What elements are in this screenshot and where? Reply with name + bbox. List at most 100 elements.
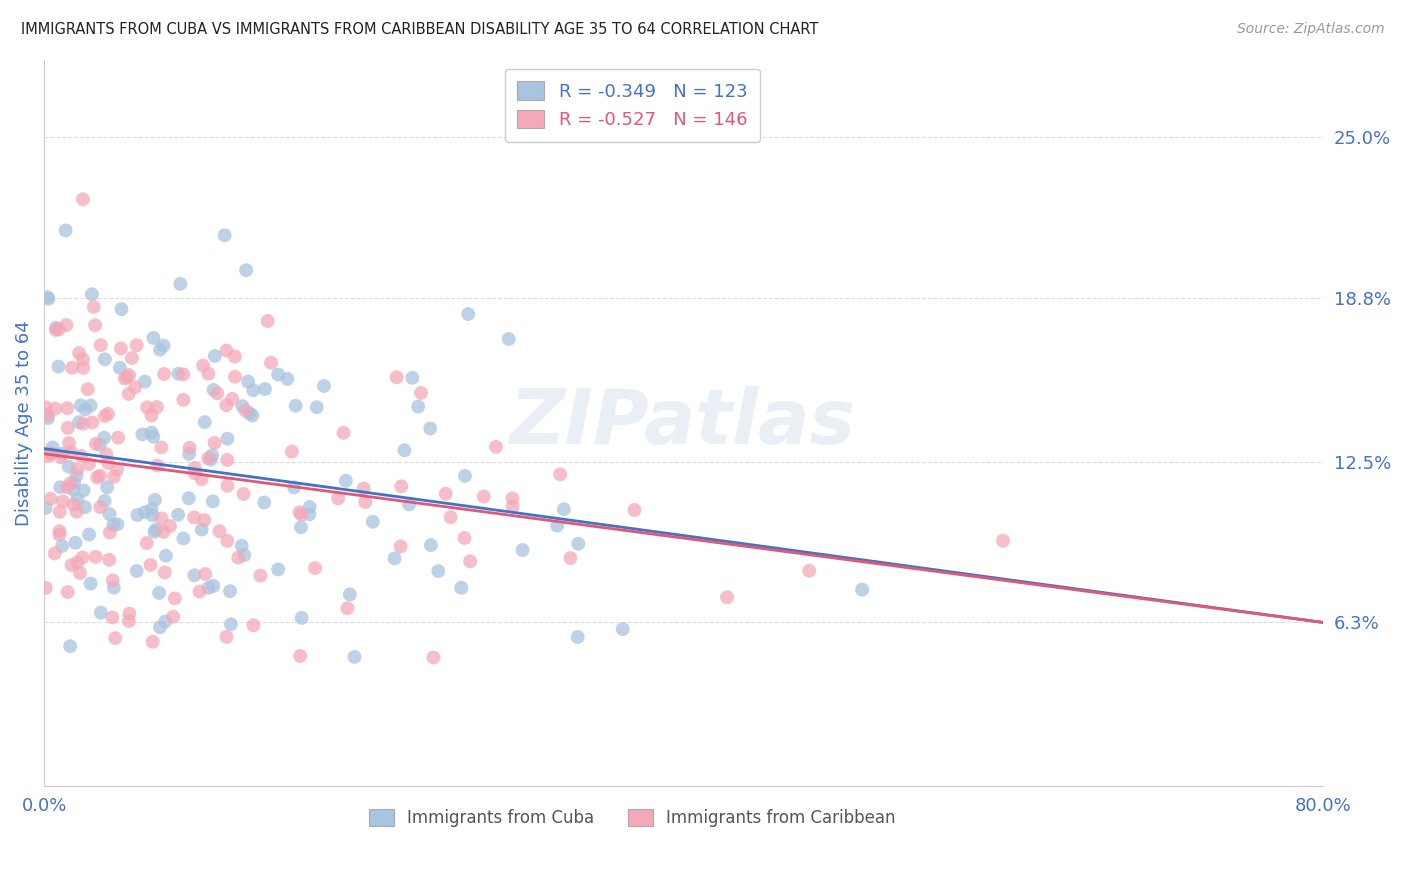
Point <box>298 500 321 514</box>
Point <box>134 375 156 389</box>
Point <box>799 564 821 578</box>
Point <box>98 507 121 521</box>
Point <box>716 591 738 605</box>
Point <box>118 387 141 401</box>
Point <box>312 379 335 393</box>
Point <box>215 398 238 412</box>
Point <box>217 432 239 446</box>
Point <box>201 448 224 462</box>
Point <box>89 468 111 483</box>
Point <box>94 352 117 367</box>
Point <box>118 368 141 383</box>
Point <box>51 539 73 553</box>
Point <box>242 618 264 632</box>
Point <box>84 549 107 564</box>
Point <box>851 582 873 597</box>
Point <box>101 610 124 624</box>
Point <box>188 584 211 599</box>
Point <box>39 446 62 460</box>
Point <box>260 356 283 370</box>
Point <box>124 380 146 394</box>
Point <box>90 606 112 620</box>
Point <box>118 614 141 628</box>
Point <box>548 467 571 482</box>
Point <box>281 444 304 458</box>
Point <box>72 352 94 367</box>
Point <box>146 458 169 473</box>
Point <box>110 342 132 356</box>
Point <box>389 479 412 493</box>
Point <box>236 375 259 389</box>
Point <box>73 500 96 515</box>
Point <box>37 411 59 425</box>
Point <box>332 425 354 440</box>
Point <box>398 498 420 512</box>
Point <box>65 505 87 519</box>
Point <box>105 462 128 476</box>
Point <box>183 510 205 524</box>
Point <box>94 409 117 423</box>
Point <box>103 470 125 484</box>
Point <box>39 491 62 506</box>
Point <box>224 369 246 384</box>
Point <box>37 290 59 304</box>
Point <box>149 620 172 634</box>
Point <box>49 480 72 494</box>
Point <box>267 368 290 382</box>
Point <box>96 447 118 461</box>
Point <box>202 383 225 397</box>
Point <box>98 525 121 540</box>
Point <box>114 371 136 385</box>
Point <box>202 579 225 593</box>
Point <box>193 513 215 527</box>
Point <box>253 495 276 509</box>
Point <box>125 564 148 578</box>
Point <box>201 494 224 508</box>
Point <box>288 648 311 663</box>
Point <box>141 502 163 516</box>
Point <box>72 360 94 375</box>
Point <box>183 460 205 475</box>
Point <box>58 459 80 474</box>
Legend: Immigrants from Cuba, Immigrants from Caribbean: Immigrants from Cuba, Immigrants from Ca… <box>360 801 904 836</box>
Point <box>82 416 104 430</box>
Text: ZIPatlas: ZIPatlas <box>510 385 856 459</box>
Point <box>127 508 149 522</box>
Point <box>59 476 82 491</box>
Point <box>458 554 481 568</box>
Point <box>105 517 128 532</box>
Point <box>991 533 1014 548</box>
Point <box>103 581 125 595</box>
Point <box>70 449 93 463</box>
Point <box>183 466 205 480</box>
Point <box>215 343 238 358</box>
Point <box>44 401 66 416</box>
Y-axis label: Disability Age 35 to 64: Disability Age 35 to 64 <box>15 320 32 525</box>
Point <box>110 302 132 317</box>
Point <box>152 339 174 353</box>
Point <box>72 483 94 498</box>
Point <box>361 515 384 529</box>
Point <box>215 630 238 644</box>
Point <box>450 581 472 595</box>
Point <box>172 392 194 407</box>
Point <box>204 436 226 450</box>
Point <box>143 524 166 539</box>
Point <box>242 384 264 398</box>
Point <box>219 617 242 632</box>
Point <box>77 457 100 471</box>
Point <box>80 287 103 301</box>
Point <box>148 586 170 600</box>
Point <box>90 338 112 352</box>
Point <box>60 558 83 572</box>
Point <box>560 551 582 566</box>
Point <box>55 223 77 237</box>
Point <box>200 452 222 467</box>
Point <box>145 523 167 537</box>
Point <box>56 401 79 416</box>
Point <box>253 382 276 396</box>
Point <box>93 494 115 508</box>
Point <box>427 564 450 578</box>
Point <box>35 500 58 515</box>
Point <box>66 462 89 476</box>
